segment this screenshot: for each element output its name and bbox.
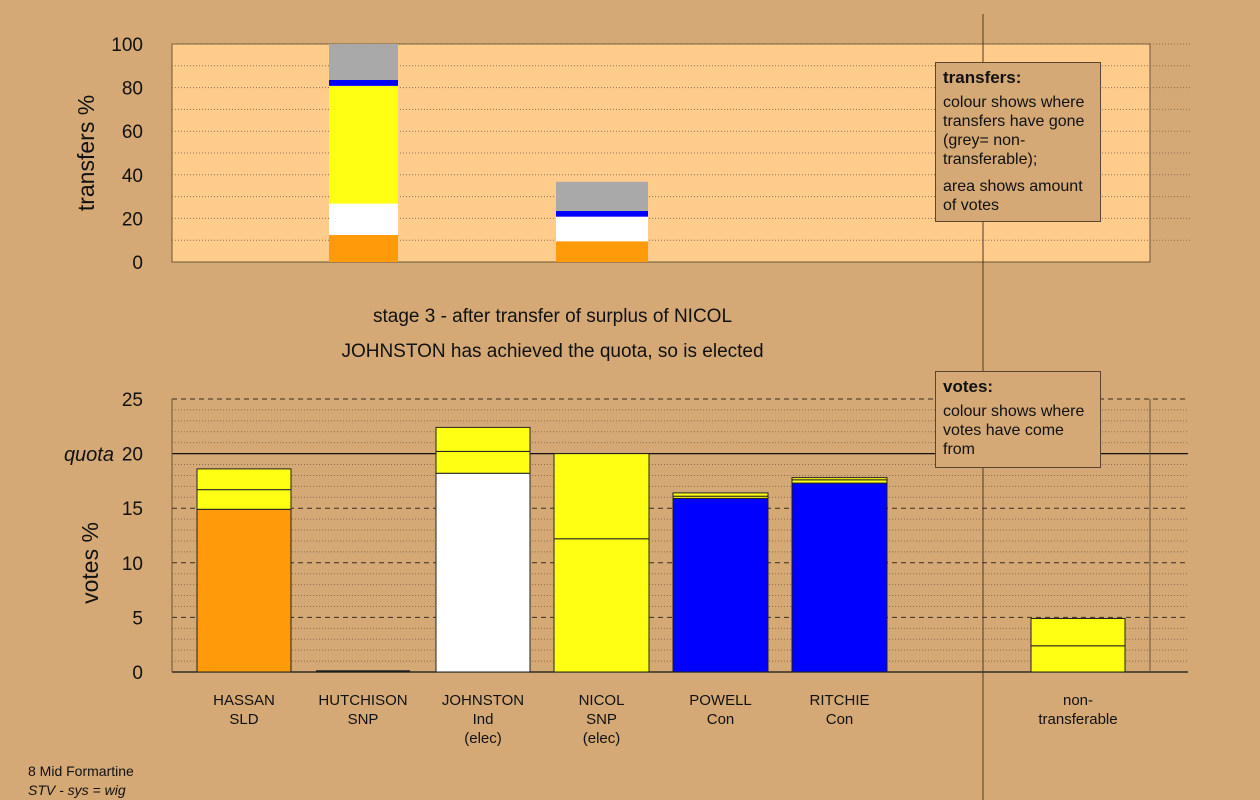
votes-y-tick: 20 bbox=[122, 445, 143, 466]
transfers-bar-segment bbox=[329, 234, 398, 262]
votes-x-label: SNP bbox=[348, 711, 379, 728]
votes-bar-segment bbox=[553, 538, 650, 673]
votes-y-tick: 15 bbox=[122, 499, 143, 520]
votes-bar-segment bbox=[791, 482, 888, 673]
transfers-y-tick: 80 bbox=[122, 79, 143, 100]
transfers-note-line1: colour shows where transfers have gone (… bbox=[943, 94, 1085, 168]
votes-x-label: JOHNSTON bbox=[442, 692, 524, 709]
votes-x-label: RITCHIE bbox=[810, 692, 870, 709]
votes-x-label: NICOL bbox=[579, 692, 625, 709]
votes-x-label: Ind bbox=[473, 711, 494, 728]
votes-note-line1: colour shows where votes have come from bbox=[943, 403, 1085, 458]
stage-title: stage 3 - after transfer of surplus of N… bbox=[372, 306, 733, 327]
votes-y-label: votes % bbox=[77, 522, 103, 604]
quota-label: quota bbox=[64, 444, 114, 466]
votes-bar-segment bbox=[435, 426, 531, 452]
votes-bar-segment bbox=[196, 508, 292, 673]
transfers-bar-segment bbox=[329, 203, 398, 235]
votes-x-label: (elec) bbox=[464, 730, 502, 747]
votes-x-label: Con bbox=[826, 711, 854, 728]
votes-x-label: (elec) bbox=[583, 730, 621, 747]
votes-bar-segment bbox=[1030, 645, 1126, 673]
transfers-y-axis: 0 20 40 60 80 100 bbox=[111, 35, 143, 274]
transfers-bar-segment bbox=[556, 181, 648, 211]
transfers-bar-segment bbox=[556, 241, 648, 262]
votes-bar-segment bbox=[672, 497, 769, 673]
stage-result: JOHNSTON has achieved the quota, so is e… bbox=[341, 341, 764, 362]
votes-bar-segment bbox=[672, 492, 769, 497]
transfers-bars bbox=[329, 44, 648, 262]
transfers-y-tick: 0 bbox=[132, 253, 143, 274]
votes-x-label: transferable bbox=[1038, 711, 1117, 728]
votes-x-label: SLD bbox=[229, 711, 258, 728]
votes-x-label: POWELL bbox=[689, 692, 752, 709]
transfers-y-label: transfers % bbox=[73, 95, 99, 211]
votes-bar-segment bbox=[196, 489, 292, 510]
votes-y-axis: 0 5 10 15 20 25 bbox=[122, 390, 143, 684]
transfers-y-tick: 20 bbox=[122, 209, 143, 230]
transfers-bar-segment bbox=[329, 44, 398, 80]
votes-bar-segment bbox=[553, 453, 650, 540]
transfers-y-tick: 40 bbox=[122, 166, 143, 187]
votes-bar-segment bbox=[196, 468, 292, 491]
votes-x-label: SNP bbox=[586, 711, 617, 728]
transfers-y-tick: 60 bbox=[122, 122, 143, 143]
votes-x-label: non- bbox=[1063, 692, 1093, 709]
transfers-note-title: transfers: bbox=[943, 68, 1022, 87]
votes-y-tick: 25 bbox=[122, 390, 143, 411]
votes-x-label: HUTCHISON bbox=[318, 692, 407, 709]
votes-note: votes: colour shows where votes have com… bbox=[935, 371, 1101, 468]
transfers-bar-segment bbox=[556, 216, 648, 242]
votes-y-tick: 0 bbox=[132, 663, 143, 684]
votes-bar-segment bbox=[435, 450, 531, 474]
votes-bar-segment bbox=[1030, 617, 1126, 647]
votes-y-tick: 5 bbox=[132, 608, 143, 629]
votes-bars bbox=[196, 426, 1126, 673]
votes-x-labels: HASSAN SLD HUTCHISON SNP JOHNSTON Ind (elec) NI… bbox=[213, 692, 1117, 747]
transfers-bar-segment bbox=[329, 79, 398, 86]
votes-bar-segment bbox=[791, 477, 888, 481]
transfers-y-tick: 100 bbox=[111, 35, 143, 56]
constituency-label: 8 Mid Formartine bbox=[28, 763, 134, 779]
votes-bar-segment bbox=[435, 472, 531, 673]
votes-x-label: HASSAN bbox=[213, 692, 275, 709]
transfers-bar-segment bbox=[329, 85, 398, 204]
transfers-bar-segment bbox=[556, 210, 648, 217]
transfers-note: transfers: colour shows where transfers … bbox=[935, 62, 1101, 222]
votes-y-tick: 10 bbox=[122, 554, 143, 575]
votes-note-title: votes: bbox=[943, 377, 994, 396]
system-label: STV - sys = wig bbox=[28, 782, 126, 798]
votes-x-label: Con bbox=[707, 711, 735, 728]
transfers-note-line2: area shows amount of votes bbox=[943, 178, 1083, 214]
